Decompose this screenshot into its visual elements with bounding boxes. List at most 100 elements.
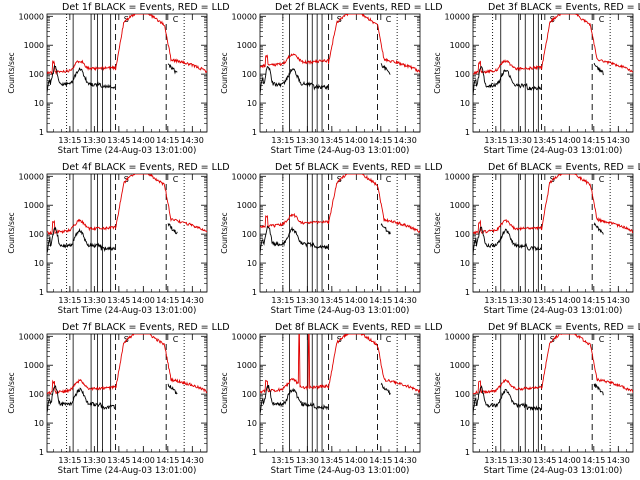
y-tick-label: 10000 bbox=[232, 332, 257, 341]
x-tick-label: 13:30 bbox=[509, 136, 532, 145]
legend-marker-c: C bbox=[599, 15, 605, 24]
x-tick-label: 14:00 bbox=[345, 136, 368, 145]
y-tick-label: 1 bbox=[39, 288, 44, 297]
plot-frame bbox=[259, 173, 421, 293]
y-tick-label: 1 bbox=[465, 128, 470, 137]
y-tick-label: 10000 bbox=[445, 172, 470, 181]
x-tick-label: 13:30 bbox=[509, 456, 532, 465]
y-tick-label: 10000 bbox=[19, 12, 44, 21]
y-tick-label: 1000 bbox=[24, 41, 44, 50]
y-axis-label: Counts/sec bbox=[220, 372, 229, 413]
events-series-line bbox=[260, 63, 391, 95]
x-tick-label: 14:15 bbox=[369, 456, 392, 465]
x-tick-label: 14:00 bbox=[132, 136, 155, 145]
x-tick-label: 13:30 bbox=[83, 456, 106, 465]
lld-series-line bbox=[47, 334, 207, 395]
panel-title: Det 3f BLACK = Events, RED = LLD bbox=[488, 2, 640, 13]
legend-marker-s: S bbox=[550, 335, 555, 344]
x-tick-label: 13:15 bbox=[484, 296, 507, 305]
plot-frame bbox=[472, 333, 634, 453]
x-tick-label: 14:15 bbox=[369, 296, 392, 305]
panel-title: Det 6f BLACK = Events, RED = LLD bbox=[488, 162, 640, 173]
plot-frame bbox=[259, 13, 421, 133]
x-tick-label: 14:15 bbox=[156, 296, 179, 305]
plot-frame bbox=[472, 173, 634, 293]
y-tick-label: 1 bbox=[252, 128, 257, 137]
legend-marker-c: C bbox=[173, 15, 179, 24]
lld-series-line bbox=[47, 174, 207, 236]
y-tick-label: 1 bbox=[39, 128, 44, 137]
lld-series-line bbox=[260, 174, 420, 234]
y-tick-label: 1 bbox=[39, 448, 44, 457]
x-tick-label: 14:15 bbox=[582, 136, 605, 145]
legend-marker-c: C bbox=[173, 175, 179, 184]
legend-marker-c: C bbox=[599, 335, 605, 344]
x-axis-label: Start Time (24-Aug-03 13:01:00) bbox=[58, 146, 197, 156]
plot-frame bbox=[46, 173, 208, 293]
x-tick-label: 13:45 bbox=[107, 136, 130, 145]
events-series-line bbox=[473, 62, 604, 96]
panel-det-9: Det 9f BLACK = Events, RED = LLD S C 1 10 100… bbox=[433, 322, 640, 476]
y-tick-label: 1000 bbox=[24, 201, 44, 210]
panel-title: Det 8f BLACK = Events, RED = LLD bbox=[275, 322, 443, 333]
y-tick-label: 10000 bbox=[232, 172, 257, 181]
x-axis-label: Start Time (24-Aug-03 13:01:00) bbox=[271, 466, 410, 476]
y-tick-label: 100 bbox=[29, 390, 44, 399]
y-tick-label: 1000 bbox=[450, 41, 470, 50]
x-tick-label: 14:30 bbox=[607, 296, 630, 305]
events-series-line bbox=[473, 222, 604, 256]
y-axis-label: Counts/sec bbox=[7, 212, 16, 253]
x-tick-label: 13:15 bbox=[271, 136, 294, 145]
events-series-line bbox=[47, 63, 178, 93]
legend-marker-s: S bbox=[337, 335, 342, 344]
panel-title: Det 9f BLACK = Events, RED = LLD bbox=[488, 322, 640, 333]
x-tick-label: 13:15 bbox=[484, 136, 507, 145]
y-tick-label: 100 bbox=[455, 70, 470, 79]
y-tick-label: 10 bbox=[34, 259, 44, 268]
x-tick-label: 13:45 bbox=[320, 456, 343, 465]
x-axis-label: Start Time (24-Aug-03 13:01:00) bbox=[484, 146, 623, 156]
y-tick-label: 10 bbox=[460, 259, 470, 268]
x-tick-label: 14:15 bbox=[156, 456, 179, 465]
x-tick-label: 14:00 bbox=[558, 456, 581, 465]
y-tick-label: 10 bbox=[247, 99, 257, 108]
y-tick-label: 100 bbox=[242, 70, 257, 79]
y-tick-label: 1000 bbox=[450, 201, 470, 210]
x-axis-label: Start Time (24-Aug-03 13:01:00) bbox=[58, 466, 197, 476]
panel-title: Det 7f BLACK = Events, RED = LLD bbox=[62, 322, 230, 333]
y-axis-label: Counts/sec bbox=[433, 52, 442, 93]
x-tick-label: 14:15 bbox=[582, 456, 605, 465]
y-tick-label: 10 bbox=[460, 99, 470, 108]
x-tick-label: 14:00 bbox=[132, 296, 155, 305]
y-tick-label: 1000 bbox=[450, 361, 470, 370]
x-tick-label: 13:30 bbox=[296, 296, 319, 305]
x-axis-label: Start Time (24-Aug-03 13:01:00) bbox=[484, 466, 623, 476]
x-tick-label: 13:45 bbox=[320, 296, 343, 305]
y-tick-label: 10000 bbox=[232, 12, 257, 21]
x-tick-label: 14:15 bbox=[156, 136, 179, 145]
lld-series-line bbox=[260, 14, 420, 73]
legend-marker-c: C bbox=[173, 335, 179, 344]
x-tick-label: 14:30 bbox=[394, 456, 417, 465]
x-tick-label: 13:30 bbox=[83, 296, 106, 305]
x-tick-label: 13:15 bbox=[58, 456, 81, 465]
lld-series-line bbox=[473, 174, 633, 236]
lld-series-line bbox=[260, 334, 420, 394]
x-tick-label: 14:15 bbox=[582, 296, 605, 305]
x-tick-label: 14:30 bbox=[181, 136, 204, 145]
plot-frame bbox=[46, 13, 208, 133]
legend-marker-c: C bbox=[386, 175, 392, 184]
x-tick-label: 13:45 bbox=[533, 136, 556, 145]
x-tick-label: 13:15 bbox=[271, 456, 294, 465]
x-tick-label: 13:15 bbox=[484, 456, 507, 465]
x-tick-label: 13:45 bbox=[107, 456, 130, 465]
events-series-line bbox=[260, 382, 391, 414]
y-axis-label: Counts/sec bbox=[433, 372, 442, 413]
y-tick-label: 100 bbox=[29, 230, 44, 239]
x-tick-label: 14:00 bbox=[345, 296, 368, 305]
events-series-line bbox=[47, 223, 178, 253]
